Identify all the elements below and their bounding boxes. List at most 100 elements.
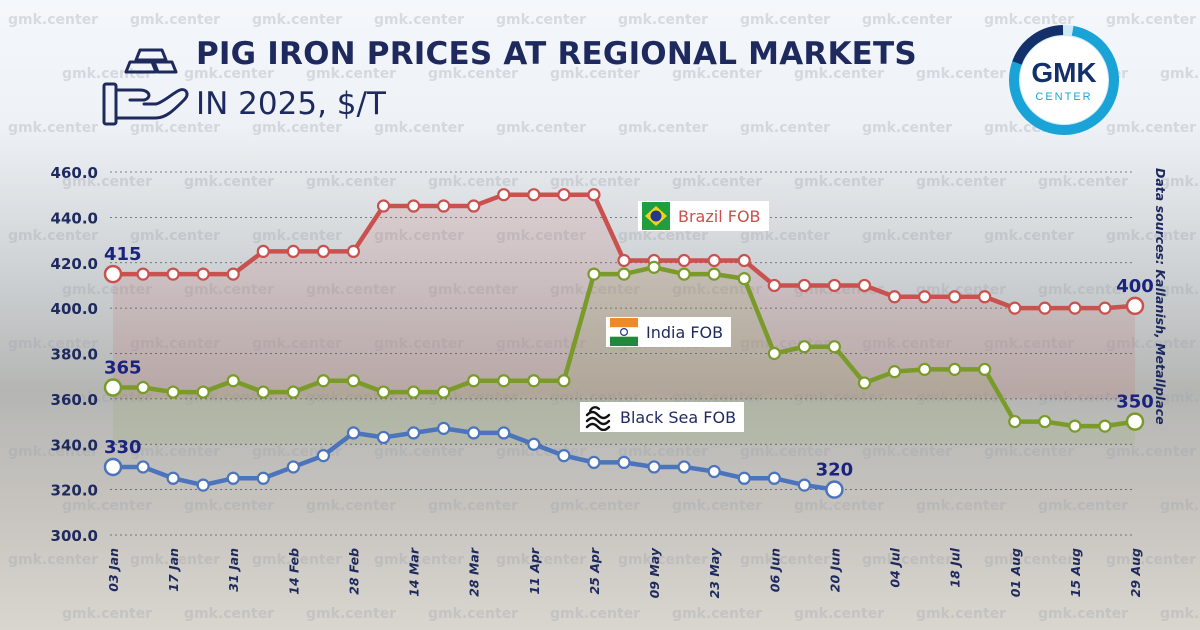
data-point [497,188,511,202]
watermark-text: gmk.center [1160,282,1200,298]
watermark-text: gmk.center [550,498,640,514]
data-point [948,290,962,304]
watermark-text: gmk.center [1106,336,1196,352]
data-point [797,340,811,354]
watermark-text: gmk.center [428,390,518,406]
y-tick-label: 300.0 [51,527,98,545]
data-point [617,455,631,469]
data-point [1068,301,1082,315]
watermark-text: gmk.center [618,444,708,460]
watermark-text: gmk.center [794,606,884,622]
y-tick-label: 340.0 [51,436,98,454]
watermark-text: gmk.center [1038,498,1128,514]
data-point [467,199,481,213]
watermark-text: gmk.center [740,552,830,568]
data-point [226,471,240,485]
data-point [196,385,210,399]
watermark-text: gmk.center [62,282,152,298]
watermark-text: gmk.center [184,66,274,82]
series-india: 365 350 [103,260,1154,433]
watermark-text: gmk.center [130,552,220,568]
data-point [256,244,270,259]
x-tick-label: 15 Aug [1068,548,1083,597]
watermark-text: gmk.center [550,282,640,298]
watermark-text: gmk.center [1038,606,1128,622]
watermark-text: gmk.center [1160,66,1200,82]
data-point [196,267,210,281]
data-point [737,272,751,286]
data-point [527,188,541,202]
watermark-text: gmk.center [672,174,762,190]
legend-india-fob: India FOB [606,317,732,347]
watermark-text: gmk.center [984,228,1074,244]
watermark-text: gmk.center [1106,228,1196,244]
x-tick-label: 20 Jun [827,548,842,592]
start-value-label: 365 [104,358,142,379]
data-point [346,244,361,259]
data-point [316,244,331,259]
data-point [587,455,601,469]
watermark-text: gmk.center [916,606,1006,622]
data-point [587,188,601,202]
watermark-text: gmk.center [916,498,1006,514]
watermark-text: gmk.center [8,120,98,136]
data-point [557,374,571,388]
x-tick-label: 31 Jan [226,548,241,592]
brazil-area [113,194,1135,399]
data-point [437,199,451,213]
watermark-text: gmk.center [496,336,586,352]
page-title: PIG IRON PRICES AT REGIONAL MARKETS [196,36,917,72]
data-point [527,374,541,388]
watermark-text: gmk.center [374,336,464,352]
data-point [917,290,932,304]
data-point [226,267,240,281]
data-point [1038,301,1052,315]
watermark-text: gmk.center [984,444,1074,460]
data-point [256,385,270,399]
watermark-text: gmk.center [1160,498,1200,514]
data-point [737,471,751,485]
watermark-text: gmk.center [374,228,464,244]
watermark-text: gmk.center [496,552,586,568]
data-point [978,290,992,304]
india-flag-icon [610,318,638,346]
watermark-text: gmk.center [306,606,396,622]
watermark-text: gmk.center [428,174,518,190]
data-point [103,264,123,284]
watermark-text: gmk.center [130,444,220,460]
watermark-text: gmk.center [8,228,98,244]
x-tick-label: 17 Jan [166,548,181,592]
data-point [767,278,781,293]
watermark-text: gmk.center [740,444,830,460]
watermark-text: gmk.center [8,444,98,460]
data-point [557,448,571,463]
data-point [617,267,631,281]
end-value-label: 320 [816,460,854,481]
data-point [857,376,872,390]
watermark-text: gmk.center [252,228,342,244]
chart-grid [110,171,1135,536]
data-point [136,460,150,474]
data-point [617,253,631,268]
data-point [767,471,781,485]
x-tick-label: 11 Apr [527,547,542,594]
watermark-text: gmk.center [1106,12,1196,28]
data-point [1098,419,1112,433]
data-point [406,426,421,440]
data-point [797,278,811,293]
watermark-text: gmk.center [252,120,342,136]
data-point [677,460,691,474]
data-point [1038,414,1052,429]
y-tick-label: 360.0 [51,391,98,409]
data-point [647,460,661,474]
watermark-text: gmk.center [1038,390,1128,406]
watermark-text: gmk.center [428,498,518,514]
data-point [647,260,661,274]
watermark-text: gmk.center [374,552,464,568]
watermark-text: gmk.center [550,174,640,190]
x-tick-label: 14 Mar [407,547,422,597]
y-tick-label: 460.0 [51,164,98,182]
watermark-text: gmk.center [740,228,830,244]
sea-waves-icon [584,403,612,432]
chart-area-fill [113,194,1135,445]
